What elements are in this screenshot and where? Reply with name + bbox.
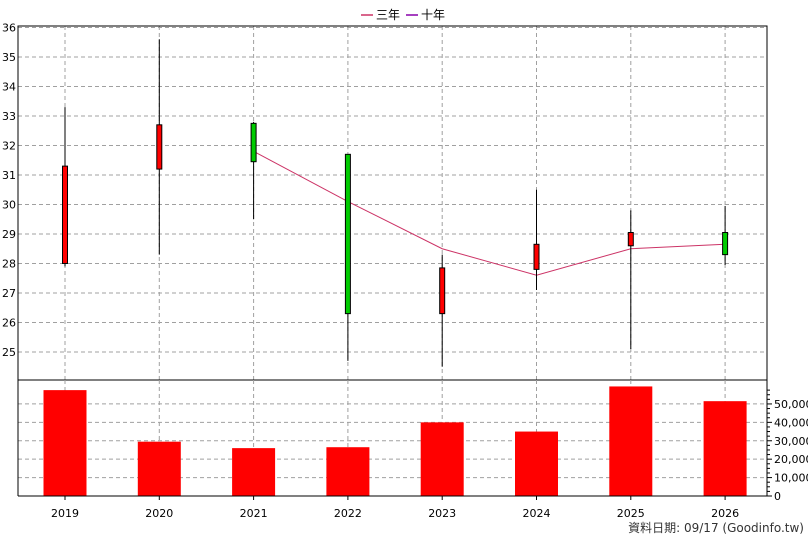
chart-legend: 三年 十年 xyxy=(361,8,445,22)
volume-bars xyxy=(43,386,747,496)
candlesticks xyxy=(62,39,729,367)
price-y-tick-label: 25 xyxy=(2,346,16,359)
footer-source: 資料日期: 09/17 (Goodinfo.tw) xyxy=(628,521,804,535)
price-y-tick-label: 34 xyxy=(2,80,16,93)
candle-body xyxy=(344,153,351,315)
volume-y-tick-label: 10,000 xyxy=(774,472,808,485)
moving-average-line xyxy=(253,150,726,276)
price-y-tick-label: 26 xyxy=(2,316,16,329)
volume-y-tick-label: 20,000 xyxy=(774,453,808,466)
price-y-axis: 25 26 27 28 29 30 31 32 33 34 35 36 xyxy=(2,21,16,359)
price-y-tick-label: 31 xyxy=(2,169,16,182)
candlestick xyxy=(344,153,351,361)
candlestick xyxy=(722,205,729,265)
price-y-tick-label: 32 xyxy=(2,139,16,152)
candle-body xyxy=(627,232,634,247)
volume-bar xyxy=(43,390,87,496)
price-y-tick-label: 27 xyxy=(2,287,16,300)
volume-bar xyxy=(703,401,747,496)
candle-body xyxy=(722,232,729,256)
candlestick xyxy=(533,189,540,291)
volume-axis-frame xyxy=(17,380,768,497)
x-tick-label: 2024 xyxy=(523,507,551,520)
candlestick xyxy=(250,121,257,220)
volume-y-tick-label: 30,000 xyxy=(774,435,808,448)
candle-body xyxy=(533,243,540,270)
volume-bar xyxy=(137,441,181,496)
candle-body xyxy=(250,122,257,163)
price-y-tick-label: 30 xyxy=(2,198,16,211)
price-gridlines xyxy=(18,26,767,380)
candle-body xyxy=(439,267,446,315)
volume-bar xyxy=(420,422,464,496)
price-y-tick-label: 36 xyxy=(2,21,16,34)
candlestick xyxy=(156,39,163,255)
x-tick-label: 2025 xyxy=(617,507,645,520)
candlestick xyxy=(62,107,68,267)
price-y-tick-label: 29 xyxy=(2,228,16,241)
candle-body xyxy=(62,165,68,264)
x-tick-label: 2021 xyxy=(240,507,268,520)
volume-bar xyxy=(515,431,558,496)
volume-bar xyxy=(609,386,653,496)
volume-y-axis: 0 10,000 20,000 30,000 40,000 50,000 xyxy=(767,389,808,503)
x-tick-label: 2026 xyxy=(711,507,739,520)
candle-body xyxy=(156,124,163,170)
x-tick-label: 2019 xyxy=(51,507,79,520)
candlestick xyxy=(439,254,446,367)
x-tick-label: 2023 xyxy=(428,507,456,520)
volume-y-tick-label: 0 xyxy=(774,490,781,503)
legend-label-three-year: 三年 xyxy=(376,8,400,22)
candlestick xyxy=(627,210,634,350)
price-y-tick-label: 35 xyxy=(2,51,16,64)
moving-average-lines xyxy=(253,150,726,276)
price-y-tick-label: 28 xyxy=(2,257,16,270)
volume-bar xyxy=(326,447,370,496)
volume-y-tick-label: 50,000 xyxy=(774,398,808,411)
x-tick-label: 2020 xyxy=(145,507,173,520)
x-tick-label: 2022 xyxy=(334,507,362,520)
volume-y-tick-label: 40,000 xyxy=(774,416,808,429)
legend-label-ten-year: 十年 xyxy=(421,8,445,22)
x-axis: 2019 2020 2021 2022 2023 2024 2025 2026 xyxy=(51,496,739,520)
price-panel: 25 26 27 28 29 30 31 32 33 34 35 36 xyxy=(2,21,768,381)
volume-gridlines xyxy=(18,380,767,496)
price-y-tick-label: 33 xyxy=(2,110,16,123)
volume-panel: 0 10,000 20,000 30,000 40,000 50,000 xyxy=(17,380,808,503)
price-plot-frame xyxy=(17,25,768,381)
volume-bar xyxy=(232,448,276,496)
